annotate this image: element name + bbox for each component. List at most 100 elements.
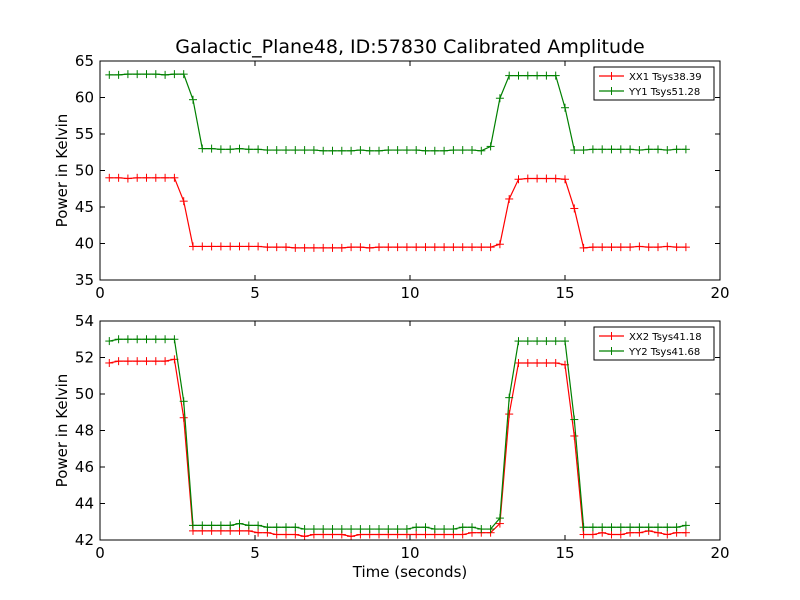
data-point bbox=[644, 243, 653, 252]
data-point bbox=[598, 523, 607, 532]
data-point bbox=[561, 175, 569, 184]
x-tick-label: 0 bbox=[95, 284, 105, 302]
data-point bbox=[384, 146, 393, 155]
data-point bbox=[198, 521, 207, 530]
y-tick-label: 60 bbox=[75, 89, 94, 107]
data-point bbox=[412, 523, 421, 532]
data-point bbox=[495, 514, 504, 523]
data-point bbox=[654, 523, 662, 532]
data-point bbox=[635, 146, 644, 155]
data-point bbox=[300, 525, 309, 534]
legend-label: YY2 Tsys41.68 bbox=[628, 347, 700, 358]
data-point bbox=[663, 242, 672, 251]
data-point bbox=[412, 530, 421, 539]
data-point bbox=[328, 525, 337, 534]
data-point bbox=[319, 243, 328, 252]
data-point bbox=[533, 337, 542, 346]
data-point bbox=[254, 145, 263, 154]
data-point bbox=[254, 242, 263, 251]
data-point bbox=[468, 523, 476, 532]
data-point bbox=[402, 146, 411, 155]
data-point bbox=[114, 357, 123, 366]
data-point bbox=[282, 530, 290, 539]
data-point bbox=[421, 146, 430, 155]
data-point bbox=[421, 523, 430, 532]
data-point bbox=[495, 94, 504, 103]
data-point bbox=[133, 357, 142, 366]
data-point bbox=[291, 523, 300, 532]
data-point bbox=[505, 194, 514, 203]
y-tick-label: 45 bbox=[75, 198, 94, 216]
data-point bbox=[375, 146, 383, 155]
data-point bbox=[282, 243, 290, 252]
y-tick-label: 65 bbox=[75, 52, 94, 70]
data-point bbox=[123, 70, 132, 79]
y-tick-label: 44 bbox=[75, 495, 94, 513]
data-point bbox=[616, 523, 625, 532]
data-point bbox=[542, 71, 551, 80]
data-point bbox=[681, 145, 690, 154]
y-axis-label: Power in Kelvin bbox=[53, 374, 71, 488]
data-point bbox=[598, 243, 607, 252]
data-point bbox=[607, 145, 616, 154]
legend-entry: XX1 Tsys38.39 bbox=[599, 72, 702, 83]
data-point bbox=[542, 337, 551, 346]
x-tick-label: 20 bbox=[710, 544, 729, 562]
data-point bbox=[244, 242, 253, 251]
data-point bbox=[505, 393, 514, 402]
data-point bbox=[505, 410, 514, 419]
series-2 bbox=[105, 335, 690, 534]
data-point bbox=[533, 174, 542, 183]
data-point bbox=[384, 243, 393, 252]
data-point bbox=[635, 523, 644, 532]
data-point bbox=[440, 243, 449, 252]
data-point bbox=[561, 103, 569, 112]
data-point bbox=[672, 523, 681, 532]
data-point bbox=[189, 242, 197, 251]
data-point bbox=[672, 243, 681, 252]
y-tick-label: 48 bbox=[75, 422, 94, 440]
data-point bbox=[347, 532, 356, 541]
data-point bbox=[235, 519, 244, 528]
data-point bbox=[263, 146, 272, 155]
data-point bbox=[216, 145, 225, 154]
data-point bbox=[663, 530, 672, 539]
data-point bbox=[495, 240, 504, 249]
y-tick-label: 42 bbox=[75, 531, 94, 549]
data-point bbox=[588, 523, 597, 532]
data-point bbox=[579, 243, 588, 252]
data-point bbox=[309, 243, 318, 252]
data-point bbox=[663, 146, 672, 155]
data-point bbox=[412, 243, 421, 252]
data-point bbox=[440, 525, 449, 534]
data-point bbox=[365, 525, 374, 534]
y-tick-label: 50 bbox=[75, 162, 94, 180]
data-point bbox=[533, 71, 542, 80]
data-point bbox=[375, 525, 383, 534]
data-point bbox=[244, 145, 253, 154]
data-point bbox=[607, 523, 616, 532]
data-point bbox=[272, 530, 281, 539]
data-point bbox=[430, 243, 439, 252]
data-point bbox=[291, 146, 300, 155]
data-point bbox=[570, 415, 579, 424]
data-point bbox=[114, 335, 123, 344]
series-2 bbox=[105, 70, 690, 155]
legend-entry: YY1 Tsys51.28 bbox=[599, 87, 700, 98]
data-point bbox=[282, 523, 290, 532]
data-point bbox=[142, 173, 151, 182]
data-point bbox=[458, 243, 467, 252]
data-point bbox=[523, 337, 532, 346]
data-point bbox=[151, 335, 160, 344]
data-point bbox=[542, 174, 551, 183]
data-point bbox=[133, 70, 142, 79]
data-point bbox=[272, 146, 281, 155]
data-point bbox=[328, 243, 337, 252]
data-point bbox=[151, 70, 160, 79]
data-point bbox=[105, 337, 114, 346]
data-point bbox=[468, 146, 476, 155]
data-point bbox=[114, 173, 123, 182]
data-point bbox=[356, 525, 365, 534]
data-point bbox=[588, 145, 597, 154]
data-point bbox=[430, 525, 439, 534]
